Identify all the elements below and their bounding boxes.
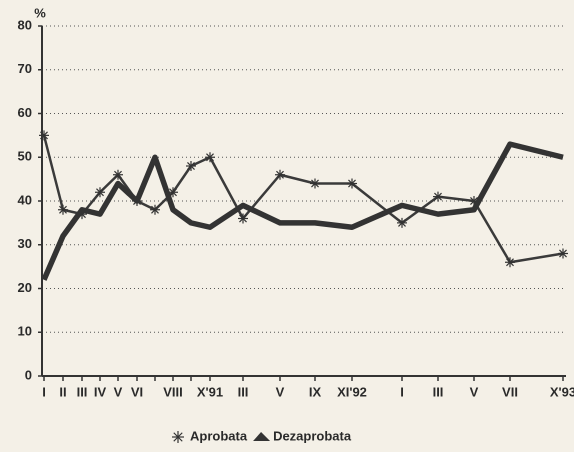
y-axis-label: %	[34, 5, 46, 20]
y-tick-label: 50	[18, 149, 32, 164]
y-tick-label: 30	[18, 236, 32, 251]
x-tick-label: V	[114, 384, 123, 399]
y-tick-label: 40	[18, 192, 32, 207]
point-marker	[186, 161, 196, 171]
x-tick-label: X'93	[550, 384, 574, 399]
point-marker	[275, 169, 285, 180]
x-tick-label: III	[77, 384, 88, 399]
asterisk-stroke	[96, 188, 104, 197]
x-tick-label: VII	[502, 384, 518, 399]
x-tick-label: VIII	[163, 384, 183, 399]
asterisk-stroke	[434, 192, 442, 201]
legend-label: Dezaprobata	[273, 428, 352, 443]
asterisk-stroke	[40, 131, 48, 140]
asterisk-stroke	[151, 205, 159, 214]
y-tick-label: 60	[18, 105, 32, 120]
y-tick-label: 20	[18, 280, 32, 295]
point-marker	[95, 187, 105, 198]
legend-entry: Dezaprobata	[253, 428, 352, 443]
x-tick-label: I	[42, 384, 46, 399]
series-line	[42, 135, 564, 264]
asterisk-stroke	[239, 214, 247, 223]
point-marker	[58, 204, 68, 215]
x-tick-label: I	[400, 384, 404, 399]
point-marker	[39, 130, 49, 141]
x-tick-label: III	[433, 384, 444, 399]
asterisk-stroke	[559, 249, 567, 258]
point-marker	[433, 191, 443, 202]
asterisk-stroke	[187, 162, 195, 170]
asterisk-stroke	[398, 218, 406, 227]
point-marker	[150, 204, 160, 215]
x-tick-label: IX	[309, 384, 322, 399]
point-marker	[397, 217, 407, 228]
asterisk-stroke	[276, 170, 284, 179]
asterisk-stroke	[114, 170, 122, 179]
asterisk-stroke	[173, 432, 183, 442]
y-tick-label: 0	[25, 367, 32, 382]
x-tick-label: III	[238, 384, 249, 399]
legend-entry: Aprobata	[172, 428, 248, 443]
asterisk-stroke	[470, 197, 478, 205]
asterisk-stroke	[348, 179, 356, 188]
asterisk-stroke	[311, 179, 319, 188]
point-marker	[347, 178, 357, 189]
point-marker	[505, 257, 515, 268]
x-tick-label: XI'92	[337, 384, 367, 399]
point-marker	[113, 169, 123, 180]
point-marker	[310, 178, 320, 189]
asterisk-stroke	[206, 153, 214, 162]
point-marker	[205, 152, 215, 163]
legend-swatch	[253, 432, 271, 441]
asterisk-stroke	[506, 258, 514, 267]
y-tick-label: 80	[18, 17, 32, 32]
point-marker	[238, 213, 248, 224]
point-marker	[558, 248, 568, 259]
x-tick-label: VI	[131, 384, 143, 399]
y-tick-label: 70	[18, 61, 32, 76]
series-line	[41, 141, 564, 281]
asterisk-stroke	[59, 205, 67, 214]
x-tick-label: V	[470, 384, 479, 399]
x-tick-label: V	[276, 384, 285, 399]
x-tick-label: X'91	[197, 384, 223, 399]
x-tick-label: IV	[94, 384, 107, 399]
y-tick-label: 10	[18, 324, 32, 339]
legend-label: Aprobata	[190, 428, 248, 443]
x-tick-label: II	[59, 384, 66, 399]
